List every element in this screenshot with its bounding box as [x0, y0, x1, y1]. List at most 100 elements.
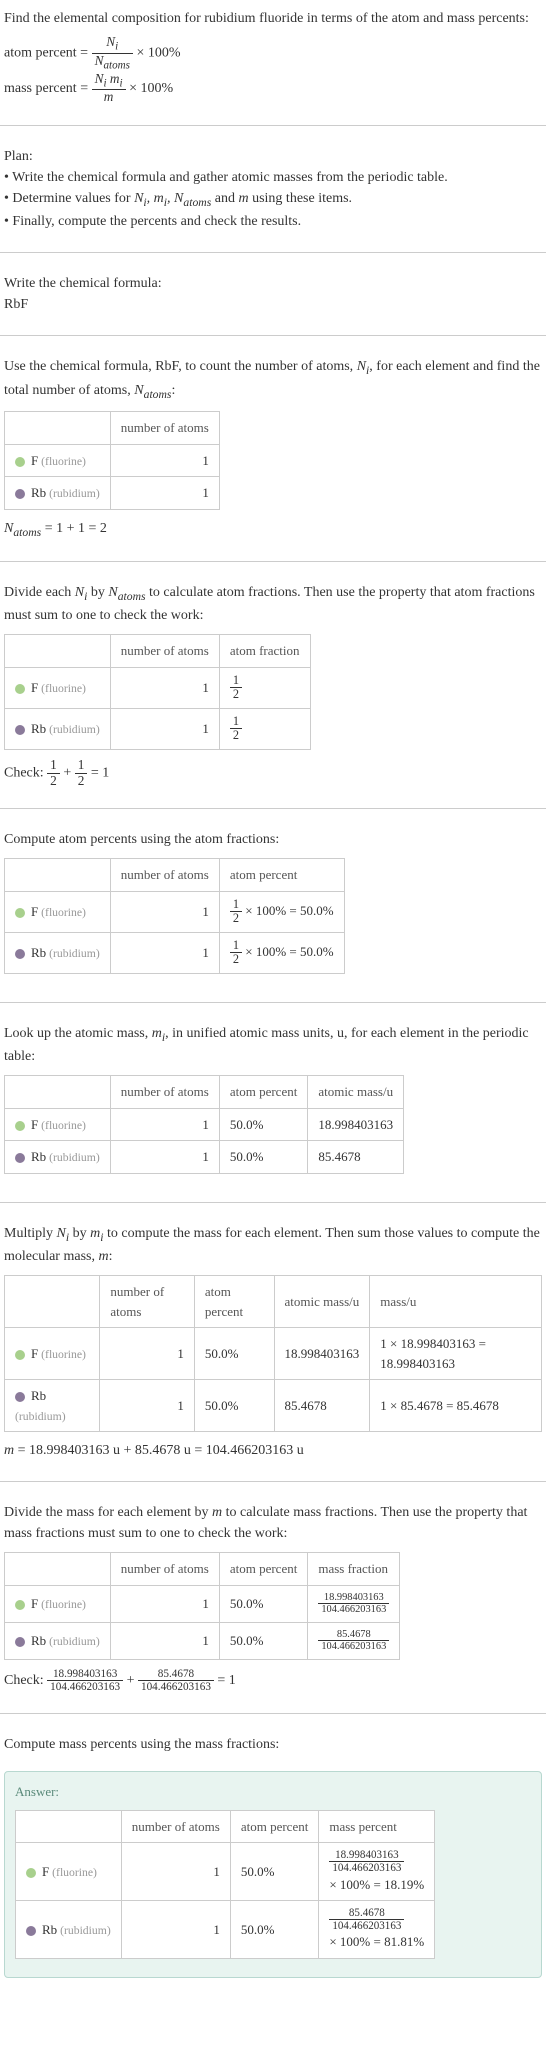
answer-table: number of atoms atom percent mass percen…: [15, 1810, 435, 1959]
header-natoms: number of atoms: [110, 1553, 219, 1586]
check-eq: = 1: [217, 1673, 235, 1688]
frac-num: 1: [47, 758, 60, 774]
frac-cell: 18.998403163104.466203163: [308, 1585, 400, 1622]
header-pct: atom percent: [219, 1076, 308, 1109]
frac-num: Ni mi: [92, 72, 126, 91]
el-name: (fluorine): [49, 1866, 97, 1879]
header-empty: [5, 635, 111, 668]
intro-section: Find the elemental composition for rubid…: [0, 0, 546, 113]
masspct-section: Compute mass percents using the mass fra…: [0, 1726, 546, 1763]
mass-cell: 85.4678: [308, 1141, 404, 1174]
mu-p-b: by: [69, 1226, 90, 1241]
element-cell: Rb (rubidium): [5, 1380, 100, 1432]
atom-percent-frac: Ni Natoms: [92, 35, 133, 72]
n-cell: 1: [110, 667, 219, 708]
ms-p-a: Look up the atomic mass,: [4, 1026, 152, 1041]
el-sym: Rb: [31, 485, 46, 500]
table-header-row: number of atoms atom percent mass fracti…: [5, 1553, 400, 1586]
el-name: (rubidium): [46, 1151, 100, 1164]
table-row: F (fluorine) 1 12: [5, 667, 311, 708]
header-natoms: number of atoms: [100, 1276, 194, 1328]
frac-num: 85.4678: [329, 1907, 404, 1920]
el-sym: Rb: [31, 1149, 46, 1164]
el-sym: Rb: [31, 1633, 46, 1648]
header-natoms: number of atoms: [110, 859, 219, 892]
mu-m: m: [98, 1249, 108, 1264]
atom-percent-lhs: atom percent =: [4, 46, 92, 61]
divider: [0, 808, 546, 809]
header-natoms: number of atoms: [110, 1076, 219, 1109]
divider: [0, 252, 546, 253]
massfrac-section: Divide the mass for each element by m to…: [0, 1494, 546, 1701]
n-cell: 1: [110, 1622, 219, 1659]
el-name: (fluorine): [38, 1598, 86, 1611]
el-name: (fluorine): [38, 906, 86, 919]
header-natoms: number of atoms: [110, 412, 219, 445]
element-cell: Rb (rubidium): [5, 1622, 111, 1659]
frac: 12: [230, 674, 242, 702]
chemical-formula: RbF: [4, 294, 542, 315]
count-table: number of atoms F (fluorine) 1 Rb (rubid…: [4, 411, 220, 510]
pct-cell: 12 × 100% = 50.0%: [219, 932, 344, 973]
header-mpct: mass percent: [319, 1810, 435, 1843]
n-cell: 1: [100, 1328, 194, 1380]
frac-num: 1: [230, 715, 242, 730]
header-frac: atom fraction: [219, 635, 310, 668]
check-frac1: 18.998403163104.466203163: [47, 1668, 123, 1694]
el-name: (fluorine): [38, 455, 86, 468]
header-pct: atom percent: [219, 1553, 308, 1586]
plan-section: Plan: • Write the chemical formula and g…: [0, 138, 546, 240]
dot-icon: [15, 684, 25, 694]
atompct-table: number of atoms atom percent F (fluorine…: [4, 858, 345, 974]
header-mass: atomic mass/u: [308, 1076, 404, 1109]
n-cell: 1: [110, 932, 219, 973]
divider: [0, 1202, 546, 1203]
frac-den: 2: [230, 953, 242, 967]
table-row: F (fluorine) 1: [5, 444, 220, 477]
frac-num: 1: [230, 939, 242, 954]
dot-icon: [26, 1868, 36, 1878]
table-header-row: number of atoms atom fraction: [5, 635, 311, 668]
table-row: Rb (rubidium) 1 50.0% 85.4678104.4662031…: [16, 1901, 435, 1959]
divider: [0, 335, 546, 336]
n-cell: 1: [110, 1108, 219, 1141]
dot-icon: [15, 1153, 25, 1163]
mass-table: number of atoms atom percent atomic mass…: [4, 1075, 404, 1174]
plan-b2-vars: Ni, mi, Natoms: [134, 191, 211, 206]
mass-percent-frac: Ni mi m: [92, 72, 126, 105]
dot-icon: [15, 908, 25, 918]
ms-mi: mi: [152, 1026, 165, 1041]
calc-cell: 1 × 85.4678 = 85.4678: [370, 1380, 542, 1432]
count-text: Use the chemical formula, RbF, to count …: [4, 356, 542, 403]
divider: [0, 125, 546, 126]
frac-den: 2: [230, 688, 242, 702]
el-name: (rubidium): [46, 1635, 100, 1648]
dot-icon: [15, 1600, 25, 1610]
frac-den: 2: [230, 912, 242, 926]
check-frac1: 12: [47, 758, 60, 788]
formula-title: Write the chemical formula:: [4, 273, 542, 294]
intro-text: Find the elemental composition for rubid…: [4, 8, 542, 29]
header-mass: atomic mass/u: [274, 1276, 370, 1328]
el-name: (fluorine): [38, 1348, 86, 1361]
frac: 12: [230, 939, 242, 967]
element-cell: Rb (rubidium): [5, 1141, 111, 1174]
mass-cell: 18.998403163: [308, 1108, 404, 1141]
frac-den: 104.466203163: [329, 1920, 404, 1932]
pct-text: × 100% = 50.0%: [242, 944, 334, 959]
check-line: Check: 12 + 12 = 1: [4, 758, 542, 788]
frac-den: 2: [75, 774, 88, 789]
mass-percent-lhs: mass percent =: [4, 81, 92, 96]
table-row: F (fluorine) 1 50.0% 18.998403163104.466…: [16, 1843, 435, 1901]
af-na: Natoms: [108, 585, 145, 600]
plan-b2-c: using these items.: [249, 191, 352, 206]
plan-b2-a: • Determine values for: [4, 191, 134, 206]
element-cell: F (fluorine): [5, 667, 111, 708]
divider: [0, 561, 546, 562]
frac: 18.998403163104.466203163: [329, 1849, 404, 1874]
el-name: (rubidium): [46, 487, 100, 500]
pct-cell: 50.0%: [230, 1901, 319, 1959]
frac-num: 85.4678: [138, 1668, 214, 1681]
check-label: Check:: [4, 765, 47, 780]
mass-cell: 85.4678: [274, 1380, 370, 1432]
